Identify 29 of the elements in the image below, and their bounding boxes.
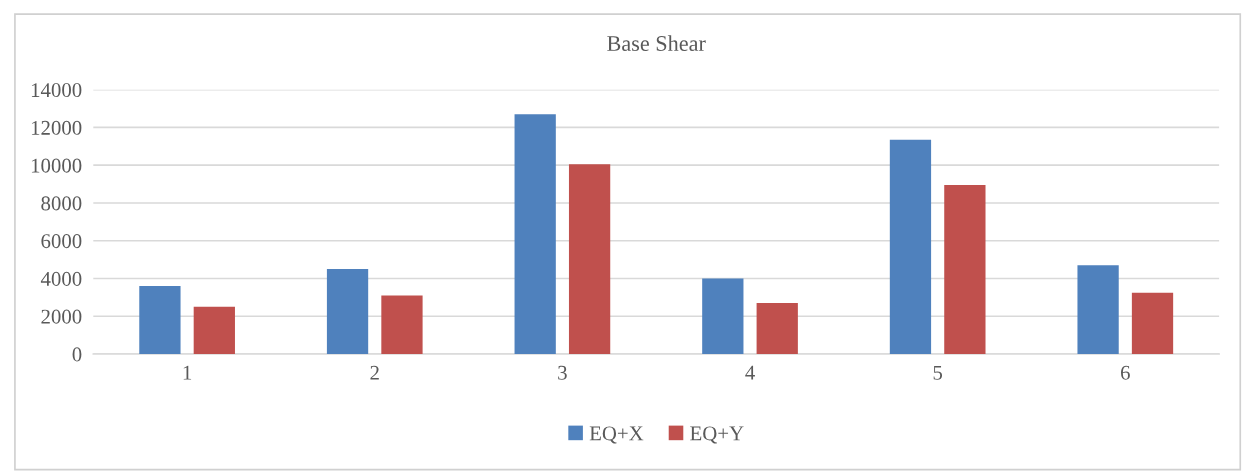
y-tick-label: 0 xyxy=(72,347,82,362)
bar xyxy=(1077,265,1119,354)
x-tick-label: 2 xyxy=(370,365,379,380)
y-tick-label: 8000 xyxy=(41,196,82,211)
bar xyxy=(568,164,611,354)
x-tick-label: 6 xyxy=(1120,365,1130,380)
bar xyxy=(944,185,986,354)
x-tick-label: 1 xyxy=(183,365,192,380)
y-tick-label: 14000 xyxy=(31,83,82,98)
bar xyxy=(756,303,798,354)
bar xyxy=(193,306,235,354)
y-tick-label: 6000 xyxy=(41,234,82,249)
x-tick-label: 4 xyxy=(745,365,755,380)
y-tick-label: 2000 xyxy=(41,309,82,324)
bar xyxy=(381,295,423,354)
bar xyxy=(514,114,556,354)
x-tick-label: 3 xyxy=(558,365,567,380)
chart-title: Base Shear xyxy=(607,35,706,52)
bar xyxy=(702,278,744,354)
x-tick-label: 5 xyxy=(933,365,943,380)
legend-label: EQ+Y xyxy=(690,426,744,444)
bar xyxy=(1131,292,1174,354)
y-tick-label: 4000 xyxy=(40,271,82,286)
bar xyxy=(139,286,181,354)
bar xyxy=(326,269,369,354)
legend-label: EQ+X xyxy=(589,426,644,444)
y-tick-label: 10000 xyxy=(31,158,82,173)
bar xyxy=(889,139,932,354)
y-tick-label: 12000 xyxy=(31,120,82,135)
